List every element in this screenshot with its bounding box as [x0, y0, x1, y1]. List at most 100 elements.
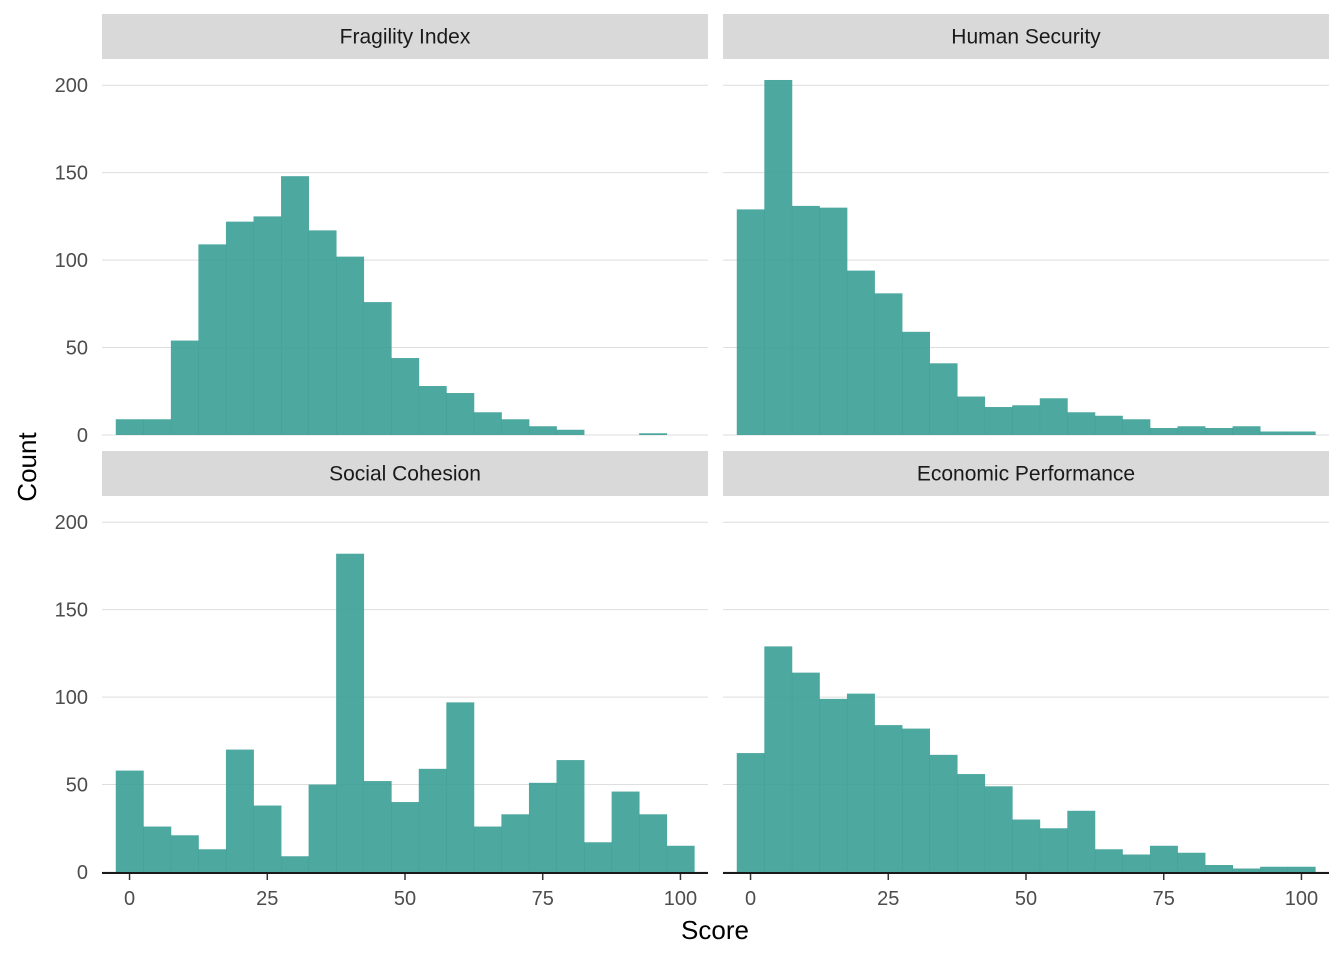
x-tick-label-col2-25: 25 [877, 888, 899, 910]
bar-social-cohesion-bin-18 [611, 791, 640, 872]
facet-title-social-cohesion: Social Cohesion [329, 463, 481, 486]
bar-fragility-index-bin-6 [281, 176, 309, 435]
bar-economic-performance-bin-8 [957, 774, 986, 872]
bar-social-cohesion-bin-14 [501, 814, 530, 872]
facet-strip-fragility-index [102, 14, 708, 59]
bar-fragility-index-bin-8 [336, 256, 365, 435]
x-tick-label-col2-100: 100 [1285, 888, 1318, 910]
bar-human-security-bin-18 [1232, 426, 1261, 435]
x-tick-label-col1-50: 50 [394, 888, 416, 910]
bar-fragility-index-bin-7 [308, 230, 337, 435]
bar-fragility-index-bin-15 [528, 426, 557, 435]
bar-human-security-bin-17 [1205, 428, 1233, 435]
y-tick-label-row2-100: 100 [55, 687, 88, 709]
bar-human-security-bin-14 [1122, 419, 1151, 435]
bar-social-cohesion-bin-0 [115, 770, 144, 872]
bar-economic-performance-bin-12 [1067, 810, 1096, 872]
bar-social-cohesion-bin-3 [198, 849, 227, 872]
bar-human-security-bin-2 [791, 205, 820, 435]
bar-social-cohesion-bin-13 [473, 826, 502, 872]
bar-human-security-bin-13 [1094, 415, 1123, 435]
bar-human-security-bin-3 [819, 207, 848, 435]
y-tick-label-row1-50: 50 [66, 338, 88, 360]
bar-social-cohesion-bin-6 [281, 856, 309, 872]
bar-fragility-index-bin-11 [418, 386, 447, 435]
bar-fragility-index-bin-19 [639, 433, 668, 435]
bar-human-security-bin-12 [1067, 412, 1096, 435]
y-tick-label-row1-0: 0 [77, 425, 88, 447]
bar-economic-performance-bin-11 [1039, 828, 1068, 872]
bar-fragility-index-bin-12 [446, 393, 475, 435]
bar-social-cohesion-bin-19 [639, 814, 668, 872]
bar-economic-performance-bin-13 [1094, 849, 1123, 872]
bar-economic-performance-bin-16 [1177, 852, 1206, 872]
x-tick-label-col1-0: 0 [124, 888, 135, 910]
y-axis-title: Count [12, 432, 42, 502]
x-tick-label-col2-50: 50 [1015, 888, 1037, 910]
bar-human-security-bin-7 [929, 363, 958, 435]
y-tick-label-row2-200: 200 [55, 512, 88, 534]
bar-human-security-bin-20 [1287, 431, 1316, 435]
bar-human-security-bin-5 [874, 293, 903, 435]
bar-social-cohesion-bin-16 [556, 760, 585, 872]
y-tick-label-row2-50: 50 [66, 775, 88, 797]
bar-fragility-index-bin-4 [225, 221, 254, 435]
bar-human-security-bin-19 [1260, 431, 1289, 435]
bar-social-cohesion-bin-8 [336, 553, 365, 872]
bar-human-security-bin-1 [764, 79, 793, 435]
facet-title-economic-performance: Economic Performance [917, 463, 1135, 486]
bar-fragility-index-bin-16 [556, 429, 585, 435]
bar-social-cohesion-bin-11 [418, 768, 447, 872]
facet-title-fragility-index: Fragility Index [340, 26, 471, 49]
bar-human-security-bin-4 [846, 270, 875, 435]
x-tick-label-col1-75: 75 [532, 888, 554, 910]
x-tick-label-col1-100: 100 [664, 888, 697, 910]
bar-economic-performance-bin-4 [846, 693, 875, 872]
bar-economic-performance-bin-2 [791, 672, 820, 872]
bar-fragility-index-bin-9 [363, 302, 392, 435]
x-axis-title: Score [681, 915, 749, 945]
y-tick-label-row1-150: 150 [55, 163, 88, 185]
x-tick-label-col2-75: 75 [1153, 888, 1175, 910]
y-tick-label-row1-200: 200 [55, 75, 88, 97]
bar-social-cohesion-bin-15 [528, 782, 557, 872]
bar-social-cohesion-bin-9 [363, 781, 392, 872]
bar-economic-performance-bin-3 [819, 698, 848, 872]
bar-economic-performance-bin-0 [736, 753, 765, 872]
bar-social-cohesion-bin-7 [308, 784, 337, 872]
bar-economic-performance-bin-1 [764, 646, 793, 872]
y-tick-label-row2-150: 150 [55, 600, 88, 622]
bar-economic-performance-bin-20 [1287, 866, 1316, 872]
x-tick-label-col1-25: 25 [256, 888, 278, 910]
facet-strip-social-cohesion [102, 451, 708, 496]
bar-economic-performance-bin-14 [1122, 854, 1151, 872]
bar-fragility-index-bin-2 [170, 340, 199, 435]
bar-economic-performance-bin-5 [874, 725, 903, 872]
bar-economic-performance-bin-18 [1232, 868, 1261, 872]
y-tick-label-row1-100: 100 [55, 250, 88, 272]
bar-economic-performance-bin-10 [1012, 819, 1041, 872]
bar-social-cohesion-bin-1 [143, 826, 172, 872]
bar-economic-performance-bin-15 [1149, 845, 1178, 872]
bar-fragility-index-bin-5 [253, 216, 282, 435]
y-tick-label-row2-0: 0 [77, 862, 88, 884]
bar-fragility-index-bin-10 [391, 358, 420, 435]
bar-human-security-bin-6 [902, 331, 930, 435]
bar-fragility-index-bin-3 [198, 244, 227, 435]
bar-human-security-bin-15 [1149, 428, 1178, 435]
bar-social-cohesion-bin-10 [391, 802, 420, 872]
bar-fragility-index-bin-13 [473, 412, 502, 435]
bar-economic-performance-bin-17 [1205, 865, 1233, 872]
bar-fragility-index-bin-0 [115, 419, 144, 435]
x-tick-label-col2-0: 0 [745, 888, 756, 910]
bar-human-security-bin-8 [957, 396, 986, 435]
bar-social-cohesion-bin-17 [584, 842, 612, 872]
bar-social-cohesion-bin-2 [170, 835, 199, 872]
bar-social-cohesion-bin-12 [446, 702, 475, 872]
bar-human-security-bin-10 [1012, 405, 1041, 435]
bar-economic-performance-bin-6 [902, 728, 930, 872]
bar-economic-performance-bin-19 [1260, 866, 1289, 872]
bar-human-security-bin-16 [1177, 426, 1206, 435]
bar-fragility-index-bin-1 [143, 419, 172, 435]
